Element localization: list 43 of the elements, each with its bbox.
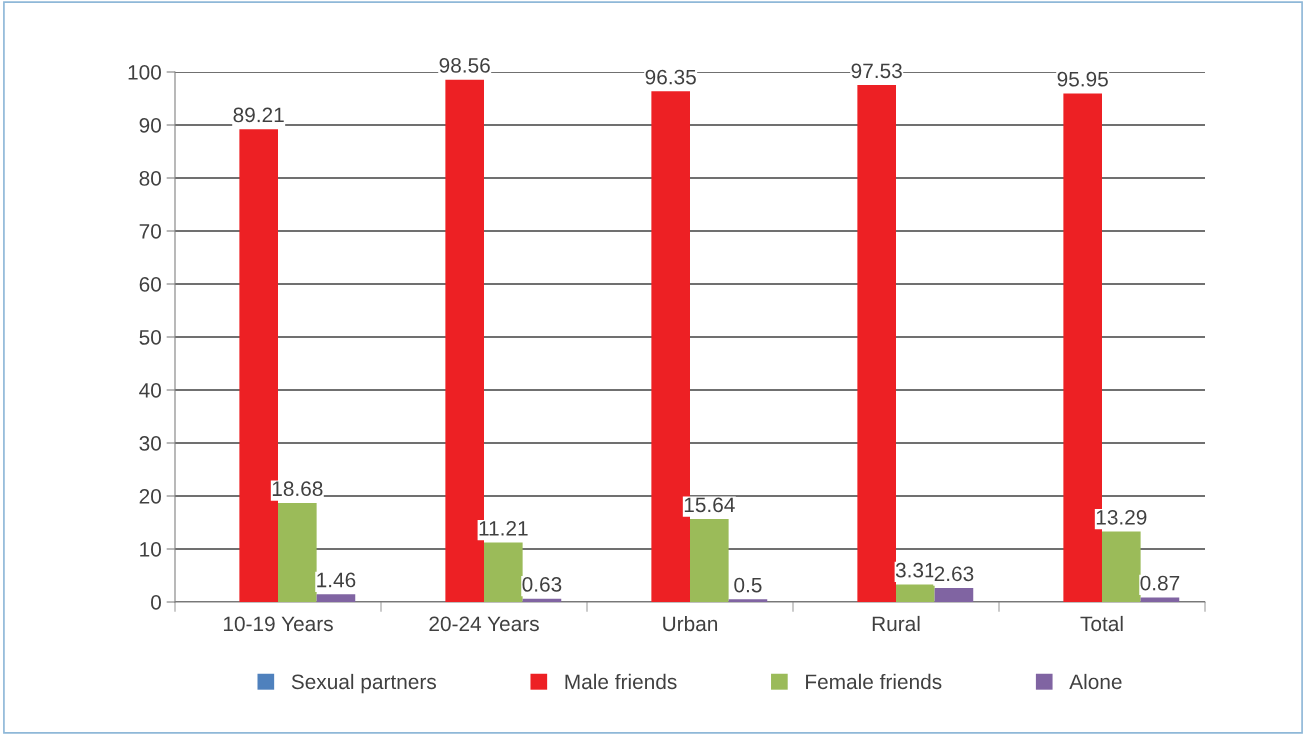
y-tick-label: 0 <box>151 595 161 610</box>
data-label: 1.46 <box>317 572 356 588</box>
data-label: 15.64 <box>684 497 735 513</box>
y-tick-label: 70 <box>139 224 161 239</box>
x-tick-label: Urban <box>663 615 718 632</box>
legend-label: Female friends <box>806 673 942 690</box>
y-tick-label: 100 <box>128 65 161 80</box>
data-label: 3.31 <box>895 562 935 578</box>
data-label: 97.53 <box>851 63 902 79</box>
data-label: 18.68 <box>272 481 323 497</box>
y-tick-label: 40 <box>139 383 161 398</box>
bar <box>484 542 523 602</box>
bar <box>857 85 896 602</box>
bar <box>728 599 768 602</box>
y-tick-label: 30 <box>139 436 161 451</box>
data-label: 95.95 <box>1057 71 1108 87</box>
data-label: 11.21 <box>479 520 528 536</box>
legend-label: Sexual partners <box>291 673 436 694</box>
y-tick-label: 20 <box>139 489 161 504</box>
bar <box>896 584 935 602</box>
y-tick-label: 90 <box>139 118 161 133</box>
x-tick-label: Total <box>1080 615 1123 632</box>
bar <box>934 588 974 602</box>
data-label: 98.56 <box>439 57 490 73</box>
data-label: 89.21 <box>233 107 284 123</box>
y-tick-label: 80 <box>139 171 161 186</box>
x-tick-label: 10-19 Years <box>223 616 333 632</box>
data-label: 0.87 <box>1140 575 1180 591</box>
data-label: 96.35 <box>645 69 696 85</box>
x-tick-label: Rural <box>872 615 920 632</box>
data-label: 0.5 <box>734 577 762 593</box>
bar <box>1102 531 1141 602</box>
bar <box>1140 597 1180 602</box>
legend-label: Alone <box>1069 673 1122 690</box>
y-tick-label: 10 <box>140 542 161 557</box>
data-label: 13.29 <box>1096 509 1147 525</box>
x-tick-label: 20-24 Years <box>429 616 539 632</box>
data-label: 0.63 <box>522 577 562 592</box>
y-tick-label: 50 <box>139 330 161 345</box>
data-label: 2.63 <box>934 566 974 582</box>
y-tick-label: 60 <box>139 277 161 292</box>
legend-label: Male friends <box>565 673 677 690</box>
bar <box>316 594 356 602</box>
